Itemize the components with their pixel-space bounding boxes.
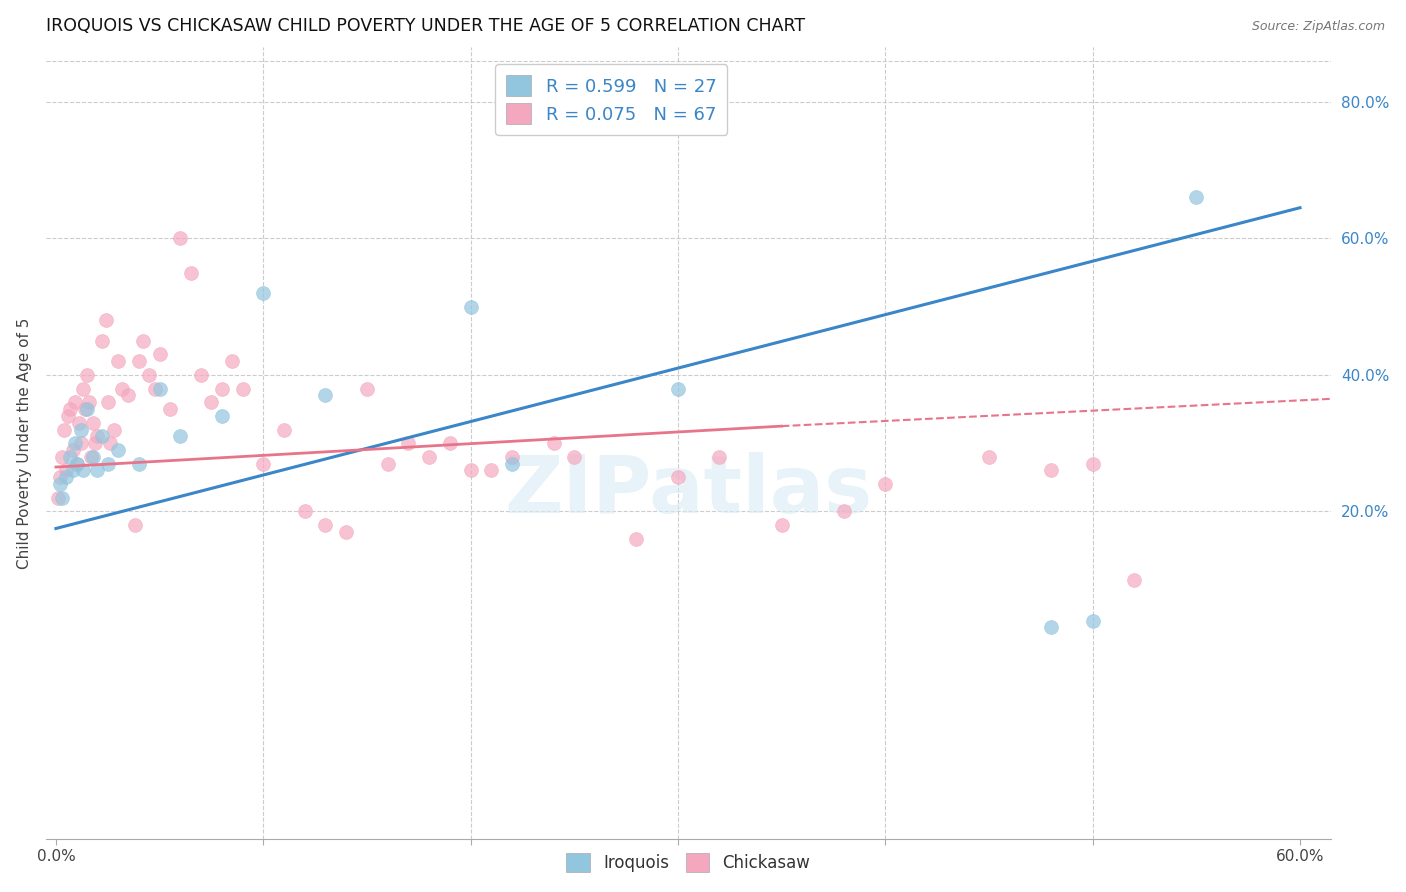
- Point: [377, 457, 399, 471]
- Point: [111, 382, 134, 396]
- Point: [107, 354, 129, 368]
- Point: [169, 429, 191, 443]
- Point: [479, 463, 502, 477]
- Point: [128, 354, 150, 368]
- Point: [1081, 457, 1104, 471]
- Point: [59, 450, 82, 464]
- Point: [84, 436, 107, 450]
- Point: [180, 266, 202, 280]
- Legend: Iroquois, Chickasaw: Iroquois, Chickasaw: [557, 843, 820, 882]
- Point: [76, 402, 98, 417]
- Text: ZIPatlas: ZIPatlas: [505, 451, 873, 530]
- Point: [51, 491, 73, 505]
- Point: [460, 300, 482, 314]
- Point: [55, 470, 77, 484]
- Text: Source: ZipAtlas.com: Source: ZipAtlas.com: [1251, 20, 1385, 33]
- Point: [49, 470, 72, 484]
- Point: [76, 368, 98, 382]
- Point: [145, 382, 167, 396]
- Point: [97, 395, 120, 409]
- Point: [273, 423, 295, 437]
- Point: [117, 388, 139, 402]
- Point: [62, 463, 84, 477]
- Point: [832, 504, 855, 518]
- Point: [314, 388, 336, 402]
- Point: [211, 409, 233, 423]
- Point: [128, 457, 150, 471]
- Point: [252, 457, 274, 471]
- Point: [55, 463, 77, 477]
- Point: [1185, 190, 1208, 204]
- Point: [107, 442, 129, 457]
- Point: [396, 436, 419, 450]
- Point: [124, 518, 146, 533]
- Point: [58, 409, 80, 423]
- Point: [1081, 614, 1104, 628]
- Point: [73, 402, 96, 417]
- Point: [46, 491, 69, 505]
- Point: [66, 457, 89, 471]
- Point: [67, 416, 90, 430]
- Point: [103, 423, 125, 437]
- Point: [252, 286, 274, 301]
- Point: [169, 231, 191, 245]
- Point: [190, 368, 212, 382]
- Point: [86, 463, 108, 477]
- Point: [314, 518, 336, 533]
- Point: [626, 532, 648, 546]
- Point: [709, 450, 731, 464]
- Point: [90, 334, 112, 348]
- Point: [138, 368, 160, 382]
- Point: [1040, 620, 1063, 634]
- Point: [62, 442, 84, 457]
- Point: [63, 436, 86, 450]
- Point: [562, 450, 585, 464]
- Point: [356, 382, 378, 396]
- Point: [149, 382, 172, 396]
- Point: [53, 423, 76, 437]
- Point: [90, 429, 112, 443]
- Point: [132, 334, 155, 348]
- Point: [98, 436, 121, 450]
- Point: [770, 518, 793, 533]
- Point: [294, 504, 316, 518]
- Text: IROQUOIS VS CHICKASAW CHILD POVERTY UNDER THE AGE OF 5 CORRELATION CHART: IROQUOIS VS CHICKASAW CHILD POVERTY UNDE…: [45, 17, 804, 35]
- Point: [86, 429, 108, 443]
- Point: [200, 395, 222, 409]
- Point: [72, 463, 94, 477]
- Point: [159, 402, 181, 417]
- Point: [94, 313, 117, 327]
- Point: [977, 450, 1000, 464]
- Point: [97, 457, 120, 471]
- Point: [72, 382, 94, 396]
- Point: [666, 470, 689, 484]
- Point: [1123, 573, 1146, 587]
- Point: [59, 402, 82, 417]
- Point: [501, 457, 523, 471]
- Point: [875, 477, 897, 491]
- Point: [149, 347, 172, 361]
- Point: [82, 416, 104, 430]
- Point: [418, 450, 440, 464]
- Point: [335, 524, 357, 539]
- Point: [232, 382, 254, 396]
- Point: [439, 436, 461, 450]
- Point: [69, 436, 91, 450]
- Point: [63, 395, 86, 409]
- Point: [51, 450, 73, 464]
- Point: [211, 382, 233, 396]
- Point: [666, 382, 689, 396]
- Point: [82, 450, 104, 464]
- Point: [460, 463, 482, 477]
- Point: [1040, 463, 1063, 477]
- Point: [69, 423, 91, 437]
- Point: [543, 436, 565, 450]
- Point: [221, 354, 243, 368]
- Point: [66, 457, 89, 471]
- Point: [501, 450, 523, 464]
- Y-axis label: Child Poverty Under the Age of 5: Child Poverty Under the Age of 5: [17, 318, 32, 569]
- Point: [77, 395, 100, 409]
- Point: [49, 477, 72, 491]
- Point: [80, 450, 103, 464]
